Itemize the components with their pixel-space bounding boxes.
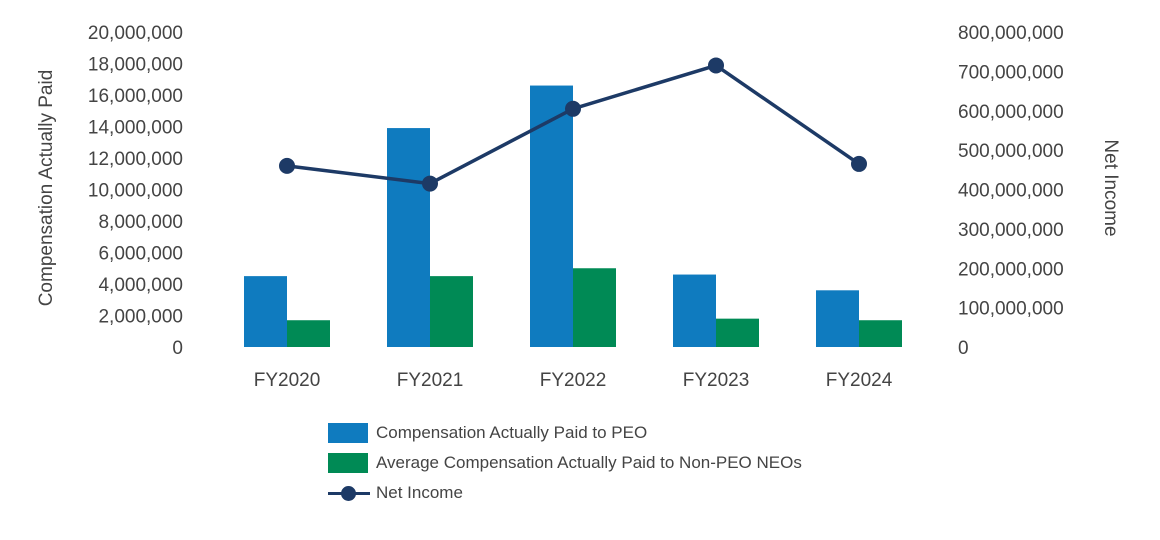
bar-peo-fy2024[interactable] (816, 290, 859, 347)
y-axis-title: Compensation Actually Paid (36, 70, 57, 307)
chart-canvas: Compensation Actually Paid Net Income 0 2… (36, 23, 1121, 391)
y-tick-label: 6,000,000 (98, 244, 183, 265)
legend-item-non-peo[interactable]: Average Compensation Actually Paid to No… (328, 448, 802, 478)
legend-label-net-income: Net Income (376, 483, 463, 502)
bar-non-peo-fy2022[interactable] (573, 268, 616, 347)
y-axis-ticks: 0 2,000,000 4,000,000 6,000,000 8,000,000 10,… (88, 23, 183, 359)
bar-non-peo-fy2023[interactable] (716, 318, 759, 347)
net-income-point-fy2022[interactable] (565, 100, 581, 117)
y2-tick-label: 600,000,000 (958, 102, 1064, 123)
legend-swatch-non-peo (328, 453, 368, 473)
bar-non-peo-fy2021[interactable] (430, 276, 473, 347)
y-tick-label: 16,000,000 (88, 86, 183, 107)
legend-line-key-net-income (328, 483, 370, 503)
bar-non-peo-fy2024[interactable] (859, 320, 902, 347)
x-tick-label: FY2024 (826, 370, 893, 391)
net-income-point-fy2024[interactable] (851, 155, 867, 172)
legend-swatch-peo (328, 423, 368, 443)
bar-peo-fy2020[interactable] (244, 276, 287, 347)
x-tick-label: FY2023 (683, 370, 750, 391)
x-tick-label: FY2020 (254, 370, 321, 391)
x-tick-label: FY2022 (540, 370, 607, 391)
y-tick-label: 2,000,000 (98, 307, 183, 328)
legend-label-peo: Compensation Actually Paid to PEO (376, 423, 648, 442)
y-tick-label: 10,000,000 (88, 181, 183, 202)
y2-tick-label: 700,000,000 (958, 62, 1064, 83)
y-tick-label: 0 (172, 338, 183, 359)
y2-tick-label: 400,000,000 (958, 181, 1064, 202)
bar-non-peo-fy2020[interactable] (287, 320, 330, 347)
y2-tick-label: 800,000,000 (958, 23, 1064, 44)
net-income-point-fy2023[interactable] (708, 57, 724, 74)
y2-tick-label: 300,000,000 (958, 220, 1064, 241)
y-tick-label: 20,000,000 (88, 23, 183, 44)
legend-label-non-peo: Average Compensation Actually Paid to No… (376, 453, 802, 472)
legend-item-peo[interactable]: Compensation Actually Paid to PEO (328, 418, 802, 448)
y2-tick-label: 100,000,000 (958, 299, 1064, 320)
y-tick-label: 18,000,000 (88, 55, 183, 76)
y-tick-label: 4,000,000 (98, 275, 183, 296)
y2-axis-ticks: 0 100,000,000 200,000,000 300,000,000 400,00… (958, 23, 1064, 359)
legend-item-net-income[interactable]: Net Income (328, 478, 802, 508)
net-income-point-fy2021[interactable] (422, 175, 438, 192)
legend: Compensation Actually Paid to PEO Averag… (328, 418, 802, 508)
line-marks (279, 57, 867, 192)
y2-tick-label: 0 (958, 338, 969, 359)
bar-peo-fy2021[interactable] (387, 128, 430, 347)
bar-peo-fy2022[interactable] (530, 85, 573, 348)
y2-tick-label: 200,000,000 (958, 259, 1064, 280)
x-axis-ticks: FY2020 FY2021 FY2022 FY2023 FY2024 (254, 370, 893, 391)
bar-peo-fy2023[interactable] (673, 274, 716, 347)
x-tick-label: FY2021 (397, 370, 464, 391)
y-tick-label: 8,000,000 (98, 212, 183, 233)
y2-tick-label: 500,000,000 (958, 141, 1064, 162)
y-tick-label: 14,000,000 (88, 118, 183, 139)
y-tick-label: 12,000,000 (88, 149, 183, 170)
bar-marks (244, 85, 902, 348)
net-income-point-fy2020[interactable] (279, 157, 295, 174)
y2-axis-title: Net Income (1100, 139, 1121, 236)
